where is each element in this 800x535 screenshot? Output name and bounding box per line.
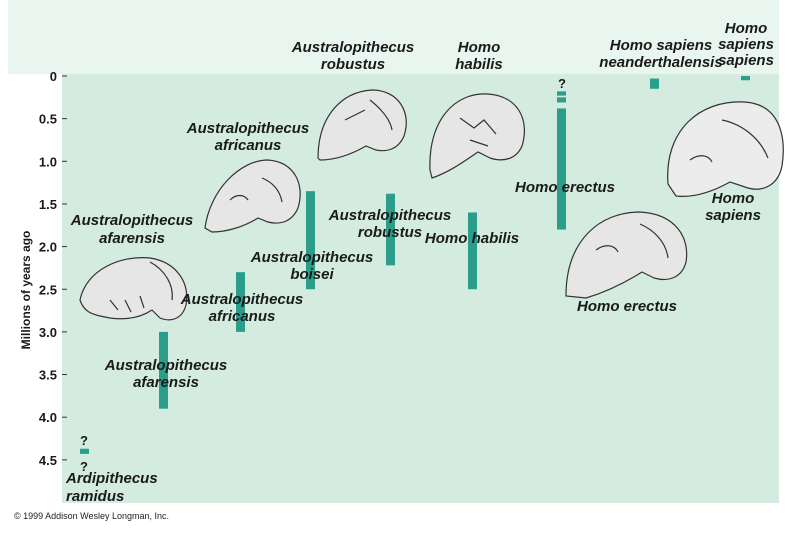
uncertain-mark-ardipithecus-top: ? <box>80 433 88 448</box>
y-tick-label: 0 <box>50 69 57 84</box>
range-label-boisei: Australopithecus boisei <box>250 249 374 283</box>
range-label-habilis: Homo habilis <box>425 230 519 247</box>
y-tick-label: 1.0 <box>39 154 57 169</box>
range-label-afarensis: Australopithecus afarensis <box>104 357 228 391</box>
range-bar-homo-sapiens-neanderthalensis <box>650 78 659 89</box>
y-tick-label: 0.5 <box>39 112 57 127</box>
skull-label-sapiens: Homo sapiens <box>705 190 761 224</box>
uncertain-mark-erectus-top: ? <box>558 76 566 91</box>
range-bar-homo-habilis <box>468 212 477 290</box>
range-bar-homo-erectus <box>557 91 566 96</box>
skull-label-erectus: Homo erectus <box>577 298 677 315</box>
range-bars <box>80 76 750 454</box>
skull-label-africanus: Australopithecus africanus <box>186 120 310 154</box>
skull-africanus-drawing <box>204 159 301 233</box>
skull-robustus-drawing <box>317 89 407 161</box>
range-bar-homo-sapiens-sapiens <box>741 76 750 81</box>
skull-label-habilis: Homo habilis <box>455 39 503 73</box>
uncertain-mark-ardipithecus-bottom: ? <box>80 459 88 474</box>
skull-habilis-drawing <box>429 93 526 179</box>
y-tick-label: 4.5 <box>39 453 57 468</box>
skull-sapiens-drawing <box>667 101 784 197</box>
range-bar-australopithecus-boisei <box>306 191 315 290</box>
range-label-neanderthalensis: Homo sapiens neanderthalensis <box>599 37 722 71</box>
range-bar-australopithecus-afarensis <box>159 331 168 409</box>
range-bar-homo-erectus <box>557 97 566 103</box>
range-label-sapiens-sapiens: Homo sapiens sapiens <box>718 20 774 69</box>
skull-afarensis-drawing <box>79 257 188 321</box>
range-label-africanus: Australopithecus africanus <box>180 291 304 325</box>
copyright-notice: © 1999 Addison Wesley Longman, Inc. <box>14 511 170 521</box>
skull-label-afarensis: Australopithecus afarensis <box>70 212 194 247</box>
header-band <box>8 0 779 74</box>
range-bar-australopithecus-africanus <box>236 272 245 332</box>
y-tick-label: 3.5 <box>39 368 57 383</box>
y-tick-label: 2.5 <box>39 282 57 297</box>
range-label-erectus: Homo erectus <box>515 179 615 196</box>
y-tick-label: 4.0 <box>39 410 57 425</box>
y-axis-ticks: 0 0.5 1.0 1.5 2.0 2.5 3.0 3.5 4.0 4.5 <box>39 69 67 468</box>
range-bar-ardipithecus-ramidus <box>80 448 89 454</box>
range-bar-homo-erectus <box>557 108 566 230</box>
y-tick-label: 2.0 <box>39 240 57 255</box>
range-bar-australopithecus-robustus <box>386 193 395 266</box>
y-tick-label: 1.5 <box>39 197 57 212</box>
range-label-robustus: Australopithecus robustus <box>328 207 452 241</box>
skull-erectus-drawing <box>565 211 688 299</box>
y-tick-label: 3.0 <box>39 325 57 340</box>
skull-label-robustus: Australopithecus robustus <box>291 39 415 73</box>
range-label-ardipithecus: Ardipithecus ramidus <box>65 470 158 505</box>
y-axis-title: Millions of years ago <box>19 231 33 350</box>
